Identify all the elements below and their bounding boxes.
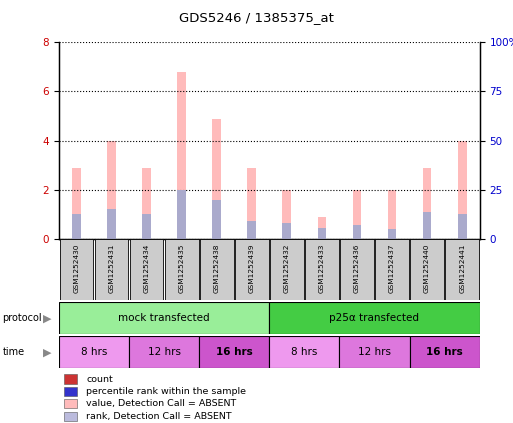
Bar xyxy=(72,214,81,239)
Bar xyxy=(423,168,431,239)
Bar xyxy=(388,190,397,239)
FancyBboxPatch shape xyxy=(165,239,199,300)
Text: GSM1252441: GSM1252441 xyxy=(459,244,465,293)
Text: ▶: ▶ xyxy=(43,347,51,357)
Text: 12 hrs: 12 hrs xyxy=(148,347,181,357)
FancyBboxPatch shape xyxy=(270,239,304,300)
Text: GSM1252435: GSM1252435 xyxy=(179,244,185,293)
FancyBboxPatch shape xyxy=(269,302,480,334)
FancyBboxPatch shape xyxy=(445,239,479,300)
Bar xyxy=(283,190,291,239)
Text: GSM1252439: GSM1252439 xyxy=(249,244,255,293)
Bar xyxy=(212,200,221,239)
FancyBboxPatch shape xyxy=(60,239,93,300)
Text: 16 hrs: 16 hrs xyxy=(426,347,463,357)
Text: GSM1252434: GSM1252434 xyxy=(144,244,150,293)
FancyBboxPatch shape xyxy=(340,239,374,300)
Text: GSM1252436: GSM1252436 xyxy=(354,244,360,293)
Text: GSM1252438: GSM1252438 xyxy=(214,244,220,293)
FancyBboxPatch shape xyxy=(409,336,480,368)
Bar xyxy=(423,212,431,239)
Bar xyxy=(458,141,466,239)
Text: 12 hrs: 12 hrs xyxy=(358,347,391,357)
Text: rank, Detection Call = ABSENT: rank, Detection Call = ABSENT xyxy=(86,412,232,421)
Text: 16 hrs: 16 hrs xyxy=(216,347,252,357)
Text: GSM1252440: GSM1252440 xyxy=(424,244,430,293)
Bar xyxy=(283,223,291,239)
FancyBboxPatch shape xyxy=(129,336,199,368)
Text: time: time xyxy=(3,347,25,357)
FancyBboxPatch shape xyxy=(410,239,444,300)
Text: GDS5246 / 1385375_at: GDS5246 / 1385375_at xyxy=(179,11,334,24)
Bar xyxy=(142,168,151,239)
FancyBboxPatch shape xyxy=(305,239,339,300)
FancyBboxPatch shape xyxy=(130,239,164,300)
Text: GSM1252431: GSM1252431 xyxy=(109,244,114,293)
Text: GSM1252430: GSM1252430 xyxy=(73,244,80,293)
FancyBboxPatch shape xyxy=(95,239,128,300)
FancyBboxPatch shape xyxy=(235,239,269,300)
Bar xyxy=(177,72,186,239)
Text: count: count xyxy=(86,375,113,384)
Text: GSM1252437: GSM1252437 xyxy=(389,244,395,293)
Bar xyxy=(107,141,116,239)
FancyBboxPatch shape xyxy=(375,239,409,300)
Text: value, Detection Call = ABSENT: value, Detection Call = ABSENT xyxy=(86,399,236,408)
Bar xyxy=(177,190,186,239)
Bar xyxy=(318,217,326,239)
FancyBboxPatch shape xyxy=(200,239,233,300)
Text: ▶: ▶ xyxy=(43,313,51,323)
Bar xyxy=(64,387,77,396)
Bar xyxy=(352,225,361,239)
Text: 8 hrs: 8 hrs xyxy=(291,347,318,357)
Bar xyxy=(107,209,116,239)
Bar xyxy=(318,228,326,239)
Text: mock transfected: mock transfected xyxy=(119,313,210,323)
Text: p25α transfected: p25α transfected xyxy=(329,313,420,323)
Bar xyxy=(247,220,256,239)
Text: 8 hrs: 8 hrs xyxy=(81,347,107,357)
Bar xyxy=(247,168,256,239)
Text: GSM1252433: GSM1252433 xyxy=(319,244,325,293)
Bar xyxy=(352,190,361,239)
Bar xyxy=(72,168,81,239)
Bar xyxy=(458,214,466,239)
Bar xyxy=(64,398,77,408)
Text: percentile rank within the sample: percentile rank within the sample xyxy=(86,387,246,396)
Bar xyxy=(142,214,151,239)
Bar xyxy=(388,229,397,239)
Text: protocol: protocol xyxy=(3,313,42,323)
Bar xyxy=(212,118,221,239)
FancyBboxPatch shape xyxy=(59,336,129,368)
FancyBboxPatch shape xyxy=(199,336,269,368)
Bar xyxy=(64,412,77,421)
FancyBboxPatch shape xyxy=(59,302,269,334)
FancyBboxPatch shape xyxy=(340,336,409,368)
Bar xyxy=(64,374,77,384)
FancyBboxPatch shape xyxy=(269,336,340,368)
Text: GSM1252432: GSM1252432 xyxy=(284,244,290,293)
